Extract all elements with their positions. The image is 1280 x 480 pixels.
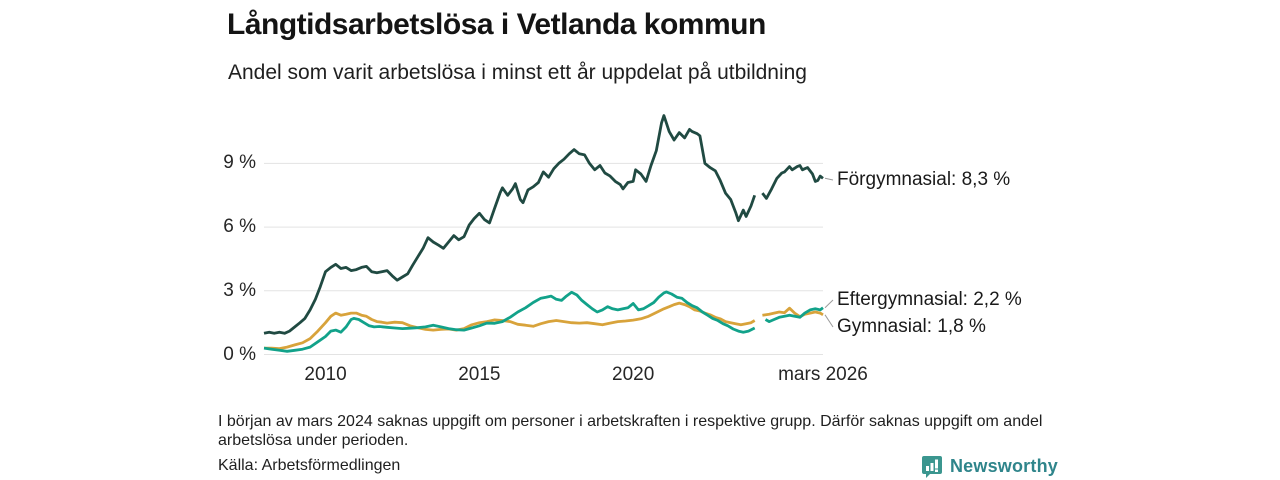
series-end-label-eftergymnasial: Eftergymnasial: 2,2 % [837,289,1022,310]
series-end-label-förgymnasial: Förgymnasial: 8,3 % [837,169,1011,190]
label-leader-line [824,177,834,181]
series-line-förgymnasial [761,164,824,200]
series-line-eftergymnasial [263,290,756,353]
series-line-eftergymnasial [764,306,824,324]
footnote: I början av mars 2024 saknas uppgift om … [218,413,1043,449]
x-axis-tick-label: 2015 [458,364,501,385]
y-axis-tick-label: 6 % [223,216,256,238]
source-credit: Källa: Arbetsförmedlingen [218,457,401,474]
series-line-gymnasial [264,301,756,351]
chart-title: Långtidsarbetslösa i Vetlanda kommun [227,8,766,41]
series-line-förgymnasial [263,114,757,335]
y-axis-tick-label: 0 % [223,343,256,365]
x-axis-tick-label: 2020 [612,364,655,385]
y-axis-tick-label: 3 % [223,279,256,301]
x-axis-tick-label: mars 2026 [778,364,868,385]
x-axis-tick-label: 2010 [304,364,347,385]
label-leader-line [824,299,834,309]
brand-name: Newsworthy [949,456,1058,476]
chart-subtitle: Andel som varit arbetslösa i minst ett å… [228,61,807,84]
bar-chart-bubble-icon [921,456,942,478]
y-axis-tick-label: 9 % [223,152,256,174]
newsworthy-logo: Newsworthy [921,455,1058,478]
label-leader-line [824,314,834,328]
series-line-gymnasial [762,306,824,319]
series-end-label-gymnasial: Gymnasial: 1,8 % [837,316,986,337]
